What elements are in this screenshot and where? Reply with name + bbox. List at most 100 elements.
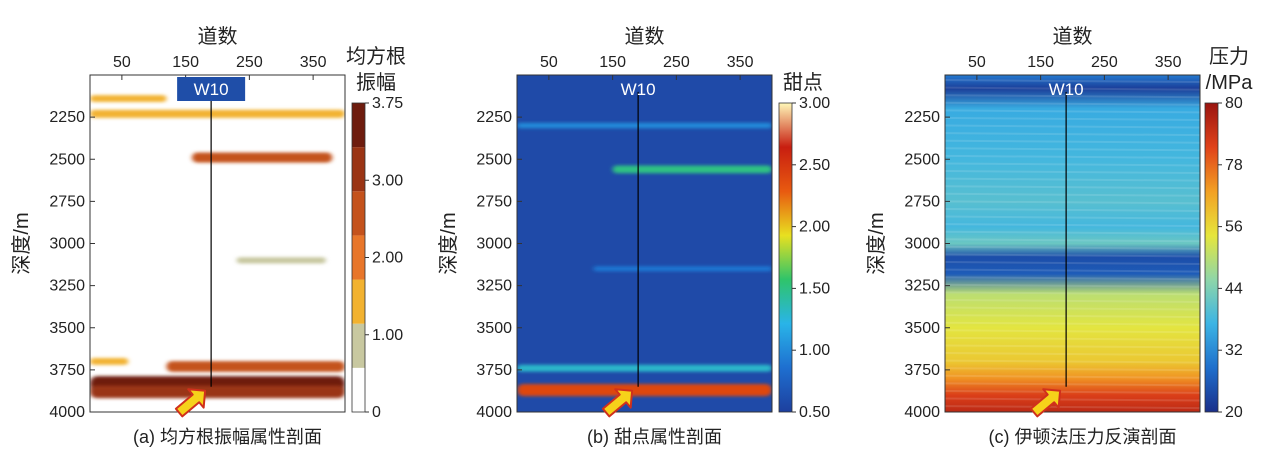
attribute-band: [593, 266, 772, 272]
colorbar-tick-label: 0: [372, 404, 381, 421]
layer-striation: [945, 230, 1200, 235]
layer-striation: [945, 215, 1200, 220]
layer-striation: [945, 223, 1200, 228]
attribute-band: [517, 122, 772, 129]
colorbar-segment: [352, 367, 365, 412]
layer-striation: [945, 124, 1200, 129]
colorbar-tick-label: 80: [1225, 95, 1243, 112]
panel-caption: (a) 均方根振幅属性剖面: [133, 427, 322, 447]
x-tick-label: 250: [236, 54, 263, 71]
layer-striation: [945, 170, 1200, 175]
layer-striation: [945, 101, 1200, 106]
y-tick-label: 3000: [904, 236, 940, 253]
x-tick-label: 150: [1027, 54, 1054, 71]
layer-striation: [945, 192, 1200, 197]
colorbar-tick-label: 1.00: [372, 327, 403, 344]
layer-striation: [945, 109, 1200, 114]
attribute-band: [192, 152, 333, 163]
well-label-box: [177, 77, 246, 101]
layer-striation: [945, 162, 1200, 167]
plot-area: [517, 75, 772, 412]
y-tick-label: 3750: [476, 362, 512, 379]
x-tick-label: 150: [599, 54, 626, 71]
layer-striation: [945, 298, 1200, 303]
target-arrow-shape: [174, 388, 207, 418]
colorbar-tick-label: 3.75: [372, 95, 403, 112]
y-tick-label: 2250: [476, 109, 512, 126]
x-tick-label: 350: [300, 54, 327, 71]
colorbar-tick-label: 2.00: [799, 219, 830, 236]
attribute-band: [90, 95, 167, 103]
y-axis-label: 深度/m: [10, 212, 33, 274]
y-tick-label: 3500: [49, 320, 85, 337]
colorbar-frame: [778, 102, 793, 413]
y-tick-label: 4000: [49, 404, 85, 421]
layer-striation: [945, 389, 1200, 394]
layer-striation: [945, 283, 1200, 288]
layer-striation: [945, 200, 1200, 205]
layer-striation: [945, 177, 1200, 182]
x-tick-label: 50: [968, 54, 986, 71]
x-tick-label: 350: [727, 54, 754, 71]
layer-striation: [945, 79, 1200, 84]
colorbar-tick-label: 1.00: [799, 342, 830, 359]
colorbar: 3.00 2.50 2.00 1.50 1.00 0.50 甜点: [778, 71, 830, 421]
colorbar-label: 均方根: [346, 45, 406, 68]
colorbar-tick-label: 20: [1225, 404, 1243, 421]
target-arrow-shape: [1029, 388, 1062, 418]
plot-area: [90, 75, 345, 412]
layer-striation: [945, 207, 1200, 212]
target-arrow-icon: [174, 388, 207, 418]
y-tick-label: 3250: [904, 278, 940, 295]
layer-striation: [945, 367, 1200, 372]
y-tick-label: 3250: [476, 278, 512, 295]
layer-striation: [945, 382, 1200, 387]
colorbar-label: /MPa: [1206, 72, 1254, 94]
y-tick-label: 4000: [904, 404, 940, 421]
y-tick-label: 2750: [904, 193, 940, 210]
colorbar-label: 振幅: [356, 71, 396, 94]
panel-a: 50 150 250 350 道数 2250 2500 2750 3000 3250 3500 375…: [10, 25, 406, 447]
layer-striation: [945, 132, 1200, 137]
y-tick-label: 2250: [904, 109, 940, 126]
y-tick-label: 3750: [904, 362, 940, 379]
layer-striation: [945, 314, 1200, 319]
colorbar-tick-label: 2.50: [799, 157, 830, 174]
colorbar-tick-label: 78: [1225, 157, 1243, 174]
panel-b: 50 150 250 350 道数 2250 2500 2750 3000 3250 3500 375…: [437, 25, 830, 447]
attribute-band: [166, 361, 345, 372]
x-tick-label: 150: [172, 54, 199, 71]
layer-striation: [945, 321, 1200, 326]
colorbar-tick-label: 56: [1225, 219, 1243, 236]
panel-c: 50 150 250 350 道数 2250 2500 2750 3000 3250 3500 375…: [865, 25, 1253, 447]
colorbar-tick-label: 3.00: [372, 172, 403, 189]
layer-striation: [945, 306, 1200, 311]
layer-striation: [945, 374, 1200, 379]
layer-striation: [945, 116, 1200, 121]
y-tick-label: 3500: [904, 320, 940, 337]
y-tick-label: 3750: [49, 362, 85, 379]
x-axis-label: 道数: [625, 25, 665, 48]
layer-striation: [945, 238, 1200, 243]
y-axis-label: 深度/m: [437, 212, 460, 274]
attribute-band: [236, 257, 326, 264]
colorbar-label: 压力: [1209, 45, 1249, 68]
attribute-band: [517, 384, 772, 397]
layer-striation: [945, 261, 1200, 266]
x-tick-label: 50: [540, 54, 558, 71]
layer-striation: [945, 253, 1200, 258]
attribute-band: [90, 109, 345, 118]
x-tick-label: 50: [113, 54, 131, 71]
layer-striation: [945, 154, 1200, 159]
colorbar-fill: [1205, 103, 1218, 412]
attribute-band: [517, 364, 772, 372]
attribute-band: [90, 358, 129, 365]
colorbar-tick-label: 44: [1225, 280, 1243, 297]
colorbar-segment: [352, 235, 365, 280]
y-tick-label: 2750: [49, 193, 85, 210]
y-tick-label: 2500: [476, 151, 512, 168]
layer-striation: [945, 397, 1200, 402]
y-tick-label: 2500: [49, 151, 85, 168]
well-label: W10: [194, 80, 229, 99]
